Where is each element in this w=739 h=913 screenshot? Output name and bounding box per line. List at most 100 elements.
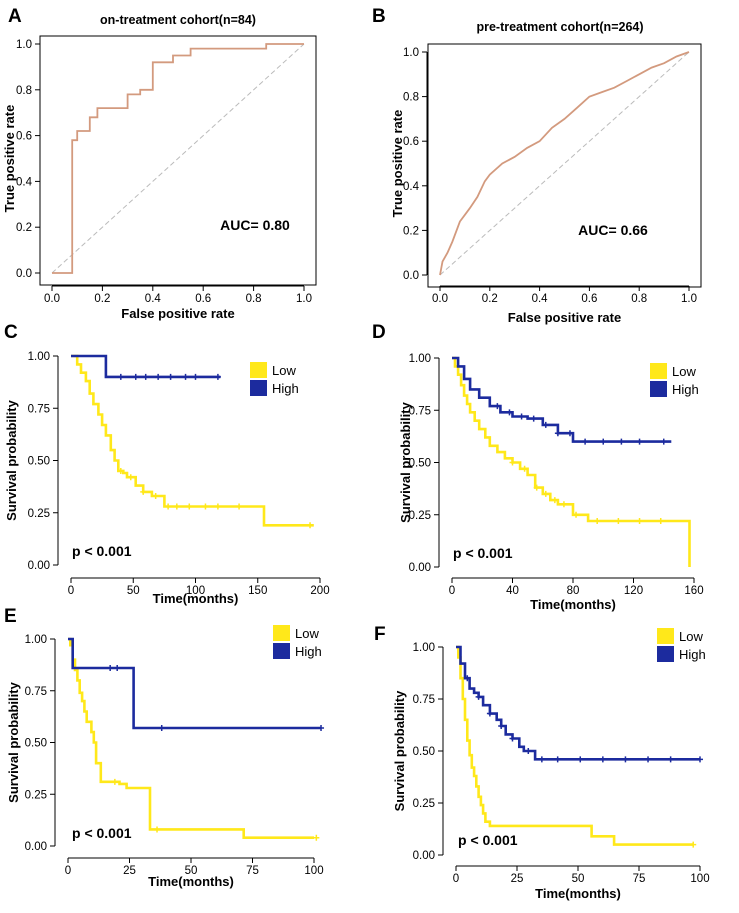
panel-c-x-tick-label: 200 [310,585,329,597]
panel-d-high-censor-mark [582,438,589,445]
panel-c-y-tick-label: 0.50 [28,456,50,468]
panel-d-y-tick-label: 0.25 [409,510,431,522]
panel-f-high-curve [456,645,700,761]
panel-a-x-tick-label: 0.2 [94,293,110,305]
panel-d-low-censor-mark [615,518,622,525]
panel-f-x-axis-label: Time(months) [535,886,621,901]
panel-f-high-censor-mark [697,756,703,763]
panel-b-x-tick-label: 0.0 [432,293,448,305]
panel-c-y-tick-label: 1.00 [28,351,50,363]
panel-d-high-censor-mark [506,409,513,416]
panel-b-auc-label: AUC= 0.66 [578,222,648,238]
panel-f-high-censor-mark [486,710,493,717]
panel-c-high-censor-mark [182,373,189,380]
panel-e-legend-label-low: Low [295,626,319,641]
panel-f-legend-swatch-low [657,628,674,644]
panel-e-y-tick-label: 1.00 [25,634,47,646]
panel-c-high-censor-mark [142,373,149,380]
panel-a-y-tick-label: 0.0 [16,268,32,280]
panel-e-legend-swatch-low [273,625,290,641]
panel-c-y-axis-label: Survival probability [4,399,19,520]
panel-d-y-tick-label: 0.50 [409,458,431,470]
panel-d-legend-swatch-low [650,363,667,379]
panel-d-low-censor-mark [594,518,601,525]
panel-c-y-tick-label: 0.00 [28,560,50,572]
panel-c-low-censor-mark [202,503,209,510]
panel-b-roc-curve [439,51,690,276]
panel-d-legend-swatch-high [650,381,667,397]
panel-d-y-axis-label: Survival probability [398,401,413,522]
panel-b-letter: B [372,6,386,27]
panel-c-low-censor-mark [152,493,159,500]
panel-e-x-tick-label: 100 [304,865,323,877]
panel-d-high-censor-mark [618,438,625,445]
panel-d-low-censor-mark [521,465,528,472]
panel-c-low-curve [71,354,314,527]
panel-b-x-axis-label: False positive rate [508,310,621,325]
panel-f-legend-label-high: High [679,647,706,662]
panel-c-low-censor-mark [236,503,243,510]
panel-c-x-tick-label: 100 [186,585,205,597]
panel-d-low-censor-mark [573,511,580,518]
panel-e-high-censor-mark [158,725,165,732]
panel-e-y-tick-label: 0.25 [25,789,47,801]
panel-f-high-censor-mark [645,756,652,763]
panel-f-letter: F [374,624,386,645]
panel-d-high-censor-mark [636,438,643,445]
panel-c-x-tick-label: 0 [68,585,74,597]
panel-c-high-censor-mark [192,373,199,380]
panel-c-low-censor-mark [307,522,314,529]
panel-a-x-tick-label: 1.0 [296,293,312,305]
panel-f-high-censor-mark [599,756,606,763]
panel-a-y-tick-label: 0.6 [16,131,32,143]
panel-d-x-axis-label: Time(months) [530,597,616,612]
panel-e-high-censor-mark [107,664,114,671]
panel-b-reference-line [439,51,690,276]
panel-e-legend-swatch-high [273,643,290,659]
panel-d-x-tick-label: 160 [684,585,703,597]
panel-c-low-censor-mark [173,503,180,510]
panel-b-y-tick-label: 0.8 [403,92,419,104]
panel-f-high-censor-mark [554,756,561,763]
panel-e-x-tick-label: 25 [123,865,136,877]
panel-a-letter: A [8,6,22,27]
panel-f-p-value: p < 0.001 [458,832,518,848]
panel-a-x-tick-label: 0.4 [145,293,162,305]
panel-d-high-censor-mark [518,413,525,420]
panel-f-legend-label-low: Low [679,629,703,644]
panel-a-roc-curve [52,43,304,274]
panel-f-low-censor-mark [690,841,697,848]
panel-c-legend-label-low: Low [272,363,296,378]
panel-c-high-censor-mark [214,373,221,380]
panel-d-high-censor-mark [542,421,549,428]
panel-c-high-curve [71,354,221,379]
panel-d-high-censor-mark [660,438,667,445]
panel-e-high-censor-mark [318,725,325,732]
panel-f-y-axis-label: Survival probability [392,690,407,811]
panel-d-chart: D 0 40 80 120 160 0.00 0.25 0.50 0.75 1.00 Time(mon… [372,322,704,612]
panel-b-title: pre-treatment cohort(n=264) [476,20,643,34]
panel-c-high-censor-mark [167,373,174,380]
panel-a-y-tick-label: 0.8 [16,85,32,97]
panel-f-high-censor-mark [538,756,545,763]
panel-b-y-axis-label: True positive rate [390,110,405,218]
panel-b-x-tick-label: 0.4 [532,293,549,305]
panel-e-high-curve [68,637,321,730]
panel-d-high-censor-mark [566,430,573,437]
panel-b-x-tick-label: 1.0 [681,293,697,305]
panel-f-y-tick-label: 0.25 [413,798,435,810]
panel-c-y-tick-label: 0.75 [28,403,50,415]
panel-e-low-censor-mark [111,778,118,785]
panel-d-low-censor-mark [636,518,643,525]
panel-c-y-tick-label: 0.25 [28,508,50,520]
panel-a-reference-line [51,43,305,274]
panel-f-y-tick-label: 1.00 [413,642,435,654]
panel-a-auc-label: AUC= 0.80 [220,217,290,233]
panel-c-legend-swatch-low [250,362,267,378]
panel-c-high-censor-mark [117,373,124,380]
panel-c-low-censor-mark [127,474,134,481]
panel-d-low-censor-mark [542,490,549,497]
panel-a-title: on-treatment cohort(n=84) [100,13,256,27]
panel-e-y-axis-label: Survival probability [6,681,21,802]
